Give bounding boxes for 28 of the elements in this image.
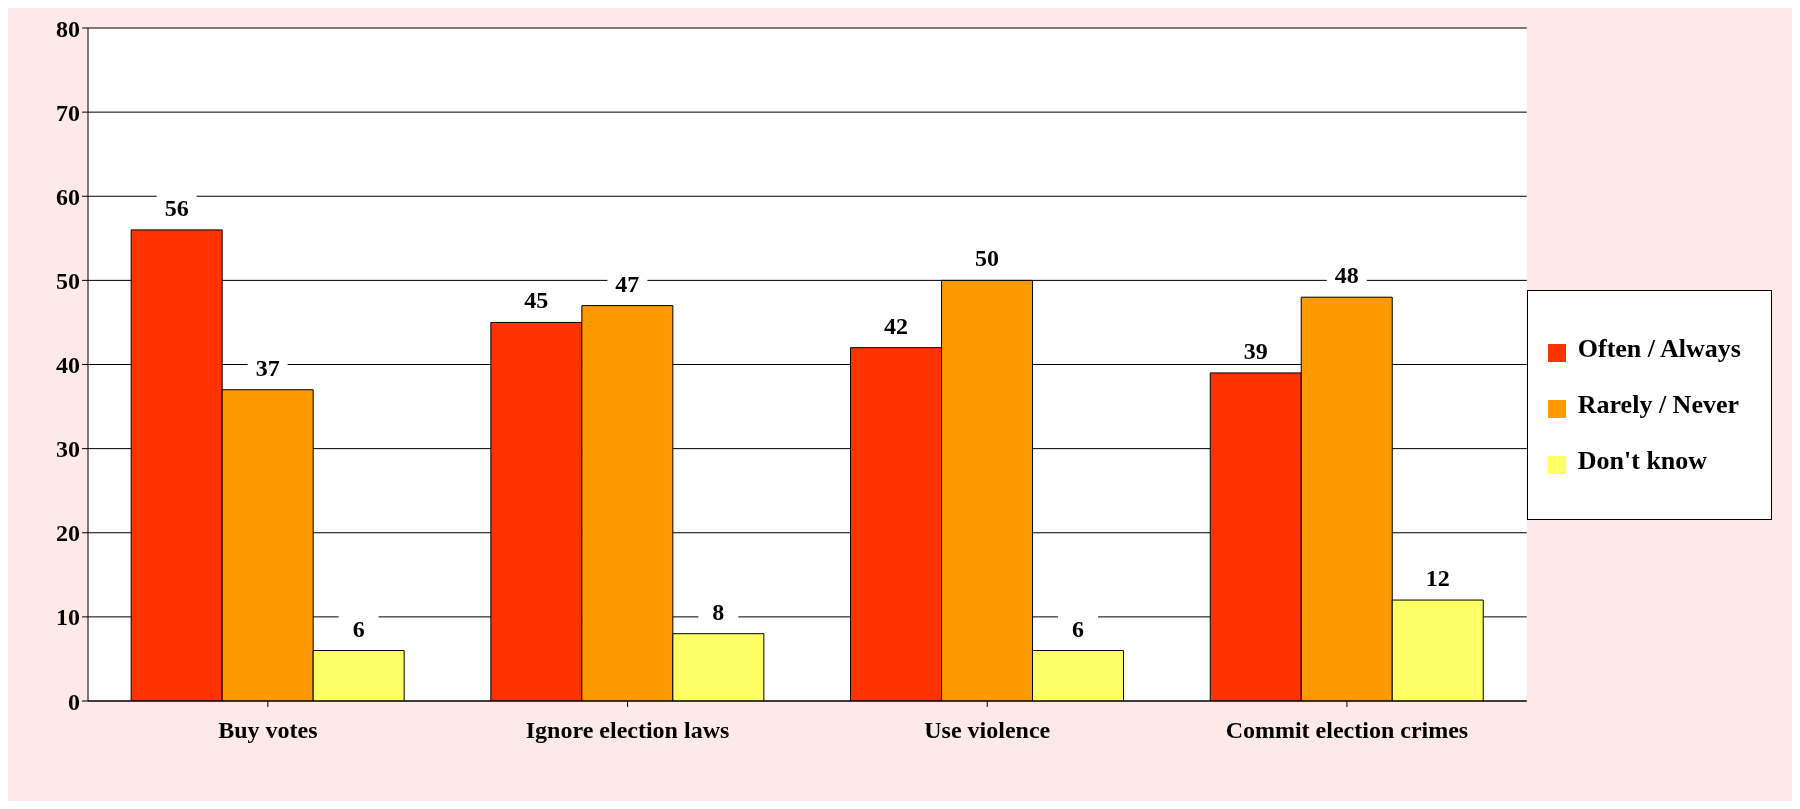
y-tick-label: 80 — [56, 15, 80, 42]
x-tick-label: Commit election crimes — [1225, 717, 1469, 744]
x-tick-label: Ignore election laws — [525, 717, 730, 744]
y-tick-label: 70 — [56, 99, 80, 126]
legend-label: Rarely / Never — [1577, 389, 1739, 419]
data-label: 6 — [1072, 615, 1085, 642]
y-tick-label: 0 — [68, 688, 80, 715]
data-label: 48 — [1334, 262, 1359, 289]
data-label: 56 — [164, 194, 189, 221]
data-label: 8 — [712, 598, 725, 625]
y-tick-label: 60 — [56, 183, 80, 210]
data-label: 39 — [1243, 337, 1268, 364]
data-label: 6 — [352, 615, 365, 642]
x-tick-label: Use violence — [924, 717, 1051, 744]
data-label: 50 — [975, 245, 1000, 272]
y-tick-label: 20 — [56, 520, 80, 547]
y-tick-label: 40 — [56, 352, 80, 379]
data-label: 42 — [884, 312, 909, 339]
x-tick-label: Buy votes — [218, 717, 318, 744]
legend-label: Don't know — [1577, 445, 1708, 475]
y-tick-label: 10 — [56, 604, 80, 631]
data-label: 37 — [255, 354, 280, 381]
data-label: 47 — [615, 270, 640, 297]
y-tick-label: 30 — [56, 436, 80, 463]
data-label: 12 — [1425, 565, 1450, 592]
legend-label: Often / Always — [1577, 333, 1741, 363]
data-label: 45 — [524, 287, 549, 314]
y-tick-label: 50 — [56, 267, 80, 294]
